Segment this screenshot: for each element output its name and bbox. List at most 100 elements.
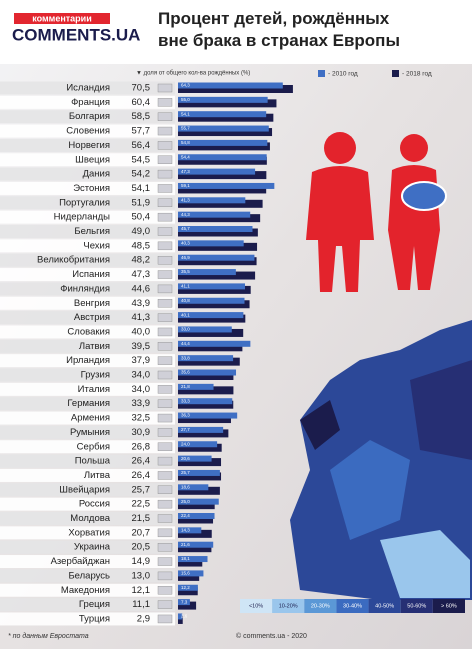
bar-label-2010: 64,3 [181, 83, 190, 88]
row-stripe [0, 382, 175, 396]
category-label: Польша [75, 456, 111, 467]
bar-label-2010: 2,6 [181, 614, 188, 619]
bar-label-2010: 47,3 [181, 169, 190, 174]
category-label: Швейцария [59, 484, 110, 495]
bar-2018 [178, 615, 183, 624]
bar-2018 [178, 429, 229, 438]
row-stripe [0, 483, 175, 497]
value-label: 26,4 [132, 470, 151, 481]
bar-label-2010: 33,8 [181, 355, 190, 360]
illustration [306, 132, 447, 292]
value-label: 11,1 [132, 599, 150, 610]
value-label: 51,9 [132, 197, 151, 208]
map-legend-swatch [368, 599, 401, 613]
flag [157, 83, 173, 93]
value-label: 12,1 [132, 585, 151, 596]
row-stripe [0, 454, 175, 468]
row-stripe [0, 268, 175, 282]
flag [157, 399, 173, 408]
row-stripe [0, 181, 175, 195]
bar-2010 [178, 312, 244, 319]
bar-2010 [178, 498, 219, 505]
row-stripe [0, 612, 175, 626]
row-stripe [0, 555, 175, 569]
row-stripe [0, 354, 175, 368]
bar-label-2010: 41,1 [181, 284, 190, 289]
bar-2010 [178, 182, 275, 189]
category-label: Украина [74, 542, 111, 553]
flag [157, 155, 173, 164]
europe-map [290, 320, 472, 600]
value-label: 20,7 [132, 527, 151, 538]
category-label: Испания [72, 269, 110, 280]
bar-2018 [178, 486, 220, 495]
bar-label-2010: 55,0 [181, 97, 190, 102]
category-label: Исландия [66, 83, 110, 94]
bar-2010 [178, 455, 212, 462]
row-stripe [0, 339, 175, 353]
bar-label-2010: 46,9 [181, 255, 190, 260]
bar-2010 [178, 441, 218, 448]
copyright: © comments.ua - 2020 [236, 632, 307, 640]
flag [157, 528, 173, 538]
bar-2010 [178, 211, 251, 218]
legend-label: - 2018 год [402, 71, 432, 78]
row-stripe [0, 411, 175, 425]
bar-2010 [178, 570, 204, 577]
value-label: 34,0 [132, 370, 151, 381]
legend-label: - 2010 год [328, 71, 358, 78]
flag [157, 342, 173, 351]
bar-label-2010: 21,6 [181, 542, 190, 547]
map-legend-label: <10% [249, 603, 263, 609]
row-stripe [0, 540, 175, 554]
category-label: Армения [71, 413, 110, 424]
value-label: 54,2 [132, 169, 151, 180]
value-label: 47,3 [132, 269, 151, 280]
map-legend-swatch [400, 599, 433, 613]
value-label: 26,4 [132, 456, 151, 467]
bar-label-2010: 54,4 [181, 154, 190, 159]
bar-2018 [178, 529, 212, 538]
value-label: 40,0 [132, 326, 151, 337]
flag [157, 98, 173, 107]
bar-label-2010: 59,1 [181, 183, 190, 188]
legend: - 2010 год - 2018 год [318, 70, 432, 78]
flag [157, 557, 173, 566]
value-label: 30,9 [132, 427, 151, 438]
row-stripe [0, 325, 175, 339]
row-stripe [0, 81, 175, 95]
row-stripe [0, 311, 175, 325]
map-legend-swatch [240, 599, 273, 613]
row-stripe [0, 569, 175, 583]
bar-2018 [178, 257, 257, 266]
category-label: Бельгия [74, 226, 110, 237]
category-label: Сербия [77, 441, 110, 452]
flag [157, 428, 173, 437]
row-stripe [0, 296, 175, 310]
category-label: Эстония [73, 183, 110, 194]
flag [157, 256, 173, 265]
map-legend-label: 50-60% [407, 603, 426, 609]
bar-2010 [178, 168, 256, 175]
bar-2018 [178, 142, 270, 151]
row-stripe [0, 110, 175, 124]
row-stripe [0, 440, 175, 454]
row-stripe [0, 196, 175, 210]
map-legend-swatch [432, 599, 465, 613]
map-legend-swatch [304, 599, 337, 613]
category-label: Грузия [81, 370, 110, 381]
bar-rows: Исландия 70,5 64,3 Франция 60,4 55,0 Болгария 5… [0, 81, 293, 626]
map-legend-swatch [336, 599, 369, 613]
category-label: Молдова [70, 513, 110, 524]
bar-2018 [178, 214, 261, 223]
row-stripe [0, 425, 175, 439]
category-label: Словения [66, 126, 110, 137]
category-label: Австрия [74, 312, 110, 323]
flag [157, 571, 173, 581]
bar-2018 [178, 199, 263, 208]
flag [157, 169, 173, 179]
category-label: Латвия [79, 341, 110, 352]
row-stripe [0, 138, 175, 152]
bar-label-2010: 14,3 [181, 528, 190, 533]
row-stripe [0, 526, 175, 540]
